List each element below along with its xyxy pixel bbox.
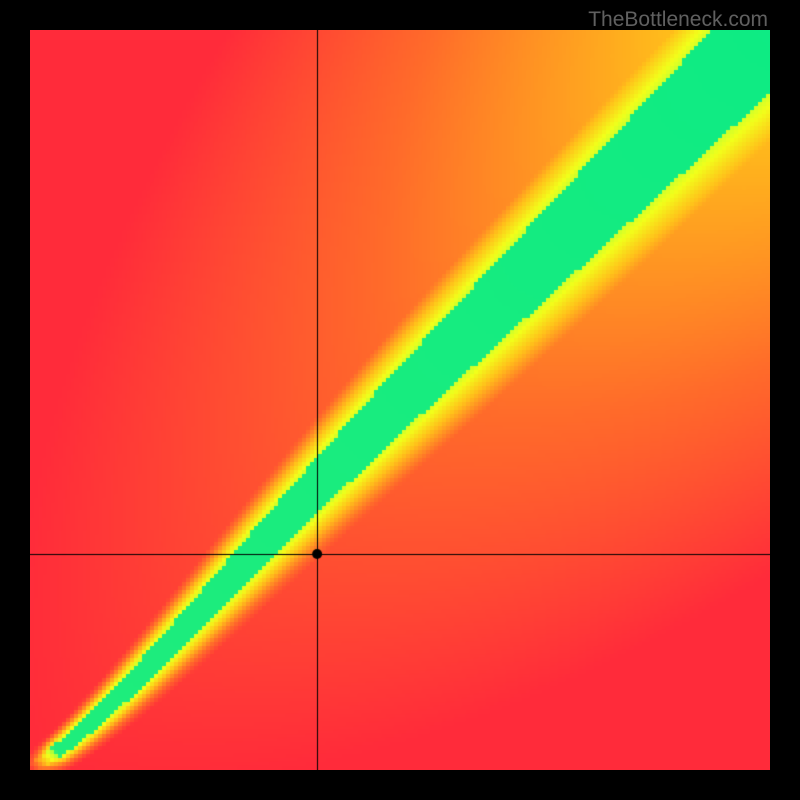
watermark-text: TheBottleneck.com xyxy=(588,8,768,32)
bottleneck-heatmap xyxy=(30,30,770,770)
heatmap-canvas xyxy=(30,30,770,770)
